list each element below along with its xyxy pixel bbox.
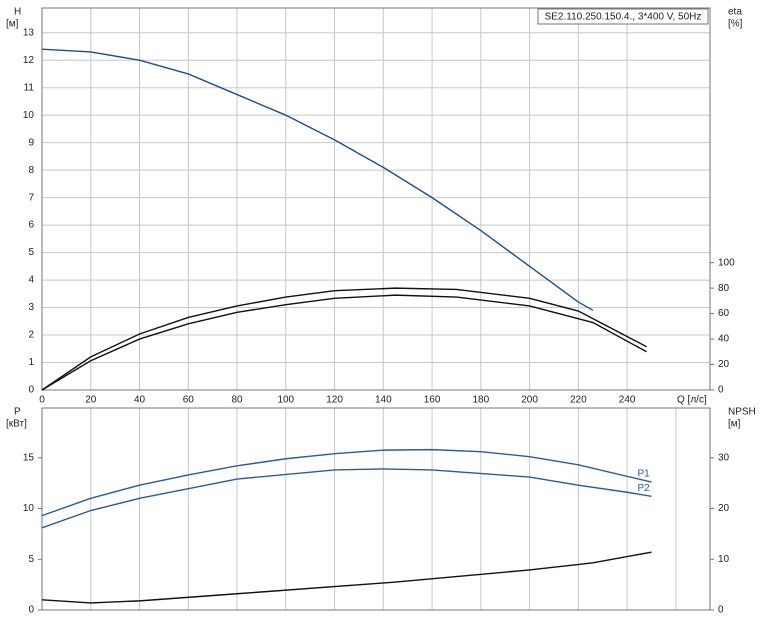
x-tick-label: 160 <box>424 395 441 406</box>
y2-tick-label: 20 <box>718 503 730 514</box>
title-box <box>537 8 709 25</box>
curve-label: P1 <box>637 469 650 480</box>
y-tick-label: 10 <box>23 110 35 121</box>
y2-tick-label: 100 <box>718 257 735 268</box>
plot-frame <box>41 407 711 611</box>
y-tick-label: 15 <box>23 452 35 463</box>
y-tick-label: 13 <box>23 27 35 38</box>
chart-title: SE2.110.250.150.4., 3*400 V, 50Hz <box>545 12 702 23</box>
y-tick-label: 9 <box>28 137 34 148</box>
x-tick-label: 0 <box>39 395 45 406</box>
x-tick-label: 180 <box>472 395 489 406</box>
plot-frame <box>41 7 711 391</box>
y2-tick-label: 10 <box>718 554 730 565</box>
y-tick-label: 5 <box>28 554 34 565</box>
curve-label: P2 <box>637 483 650 494</box>
curve <box>41 551 652 604</box>
y-axis-label: P <box>14 407 21 418</box>
y2-tick-label: 0 <box>718 385 724 396</box>
y-tick-label: 11 <box>24 82 35 93</box>
curve <box>41 48 594 311</box>
y-axis-unit: [м] <box>6 19 19 30</box>
y2-tick-label: 20 <box>718 359 730 370</box>
x-tick-label: 60 <box>183 395 195 406</box>
y-tick-label: 0 <box>28 385 34 396</box>
y-tick-label: 4 <box>28 275 34 286</box>
y-axis-label: H <box>14 7 21 18</box>
y2-tick-label: 30 <box>718 452 730 463</box>
y2-axis-label: NPSH <box>728 407 756 418</box>
y-tick-label: 6 <box>28 220 34 231</box>
x-tick-label: 140 <box>375 395 392 406</box>
y-tick-label: 7 <box>28 192 34 203</box>
y-tick-label: 8 <box>28 165 34 176</box>
y2-tick-label: 60 <box>718 308 730 319</box>
x-tick-label: 220 <box>570 395 587 406</box>
y-tick-label: 5 <box>28 247 34 258</box>
y2-axis-label: eta <box>728 7 742 18</box>
y-tick-label: 12 <box>23 55 35 66</box>
y2-tick-label: 80 <box>718 283 730 294</box>
y-axis-unit: [кВт] <box>6 419 27 430</box>
y-tick-label: 2 <box>28 330 34 341</box>
y-tick-label: 0 <box>28 605 34 616</box>
y2-axis-unit: [%] <box>728 19 743 30</box>
x-axis-label: Q [л/с] <box>677 395 707 406</box>
y-tick-label: 3 <box>28 302 34 313</box>
y-tick-label: 10 <box>23 503 35 514</box>
y2-tick-label: 40 <box>718 334 730 345</box>
x-tick-label: 200 <box>521 395 538 406</box>
curve <box>41 448 652 517</box>
x-tick-label: 100 <box>277 395 294 406</box>
x-tick-label: 40 <box>134 395 146 406</box>
y2-axis-unit: [м] <box>728 419 741 430</box>
x-tick-label: 20 <box>85 395 97 406</box>
curve <box>41 294 647 391</box>
curve <box>41 468 652 529</box>
curve <box>41 287 647 391</box>
x-tick-label: 240 <box>619 395 636 406</box>
x-tick-label: 120 <box>326 395 343 406</box>
x-tick-label: 80 <box>231 395 243 406</box>
y2-tick-label: 0 <box>718 605 724 616</box>
y-tick-label: 1 <box>28 357 34 368</box>
